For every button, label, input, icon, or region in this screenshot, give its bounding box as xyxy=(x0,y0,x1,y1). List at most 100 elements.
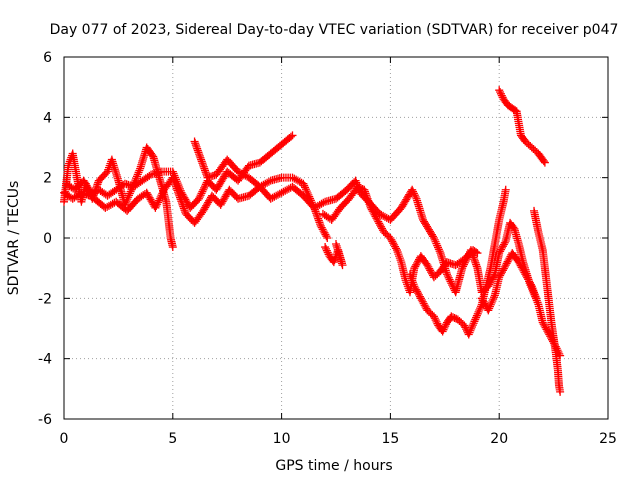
data-point xyxy=(197,155,206,164)
x-axis-label: GPS time / hours xyxy=(275,458,392,474)
data-point xyxy=(486,300,495,309)
data-point xyxy=(288,173,297,182)
data-point xyxy=(125,191,134,200)
data-point xyxy=(323,234,332,242)
data-point xyxy=(302,187,311,196)
data-point xyxy=(498,266,507,275)
data-point xyxy=(175,193,184,202)
data-point xyxy=(103,167,112,176)
data-point xyxy=(313,212,322,221)
data-point xyxy=(515,259,524,268)
data-point xyxy=(406,272,415,281)
data-point xyxy=(283,185,292,194)
data-point xyxy=(168,173,177,182)
data-point xyxy=(485,302,494,311)
data-point xyxy=(198,187,207,196)
data-point xyxy=(329,258,338,267)
data-point xyxy=(476,304,485,313)
data-point xyxy=(307,198,316,207)
data-point xyxy=(361,189,370,198)
data-point xyxy=(525,277,534,286)
data-point xyxy=(391,244,400,253)
data-point xyxy=(405,270,414,279)
data-point xyxy=(380,212,389,221)
data-point xyxy=(314,216,323,225)
data-point xyxy=(324,250,333,259)
data-point xyxy=(484,306,493,315)
data-point xyxy=(434,245,443,254)
data-point xyxy=(519,266,528,275)
data-point xyxy=(306,194,315,203)
data-point xyxy=(472,311,481,320)
data-point xyxy=(319,227,328,236)
y-tick-label: -6 xyxy=(38,412,52,428)
data-point xyxy=(158,189,167,198)
data-point xyxy=(201,182,210,191)
data-point xyxy=(312,211,321,220)
data-point xyxy=(393,248,402,257)
data-point xyxy=(539,320,548,329)
data-point xyxy=(434,243,442,252)
data-point xyxy=(432,317,441,326)
data-point xyxy=(199,162,208,171)
x-tick-labels: 0 5 10 15 20 25 xyxy=(60,431,617,447)
data-point xyxy=(539,157,548,166)
data-point xyxy=(446,277,455,286)
data-point xyxy=(556,387,565,396)
data-point xyxy=(157,191,166,200)
data-point xyxy=(268,193,277,202)
data-point xyxy=(191,141,200,150)
data-point xyxy=(533,298,542,307)
x-tick-label: 0 xyxy=(60,431,69,447)
data-point xyxy=(321,243,330,252)
data-point xyxy=(497,91,506,100)
data-point xyxy=(447,279,456,288)
data-point xyxy=(377,222,386,231)
data-point xyxy=(432,239,441,248)
data-point xyxy=(442,320,451,329)
data-point xyxy=(413,258,422,267)
data-point xyxy=(155,194,164,203)
data-point xyxy=(218,197,227,206)
data-point xyxy=(435,247,444,256)
data-point xyxy=(411,283,420,292)
data-point xyxy=(217,199,226,208)
data-point xyxy=(408,185,417,194)
data-point xyxy=(259,180,268,189)
data-point xyxy=(395,254,404,263)
y-tick-label: 2 xyxy=(43,171,52,187)
data-point xyxy=(498,242,507,251)
data-point xyxy=(143,190,152,199)
data-point xyxy=(199,185,208,194)
data-point xyxy=(315,200,324,209)
data-point xyxy=(527,282,536,291)
data-point xyxy=(412,285,421,294)
data-point xyxy=(431,237,440,246)
data-point xyxy=(417,296,426,305)
data-point xyxy=(409,187,418,196)
x-tick-label: 25 xyxy=(599,431,617,447)
data-point xyxy=(169,175,178,184)
data-point xyxy=(172,184,181,193)
data-point xyxy=(479,297,488,306)
data-point xyxy=(197,157,206,166)
data-point xyxy=(544,328,553,337)
data-point xyxy=(147,197,156,206)
data-point xyxy=(470,256,479,265)
data-point xyxy=(374,217,383,226)
data-point xyxy=(407,274,416,283)
data-point xyxy=(351,176,360,185)
data-point xyxy=(477,294,486,303)
data-point xyxy=(378,224,387,233)
data-point xyxy=(177,199,186,208)
data-point xyxy=(468,322,476,331)
data-point xyxy=(364,196,373,205)
data-point xyxy=(414,289,423,298)
data-point xyxy=(410,282,419,291)
data-point xyxy=(458,264,467,273)
data-point xyxy=(202,201,211,210)
data-point xyxy=(409,189,418,198)
data-point xyxy=(530,288,539,297)
data-point xyxy=(430,235,439,244)
